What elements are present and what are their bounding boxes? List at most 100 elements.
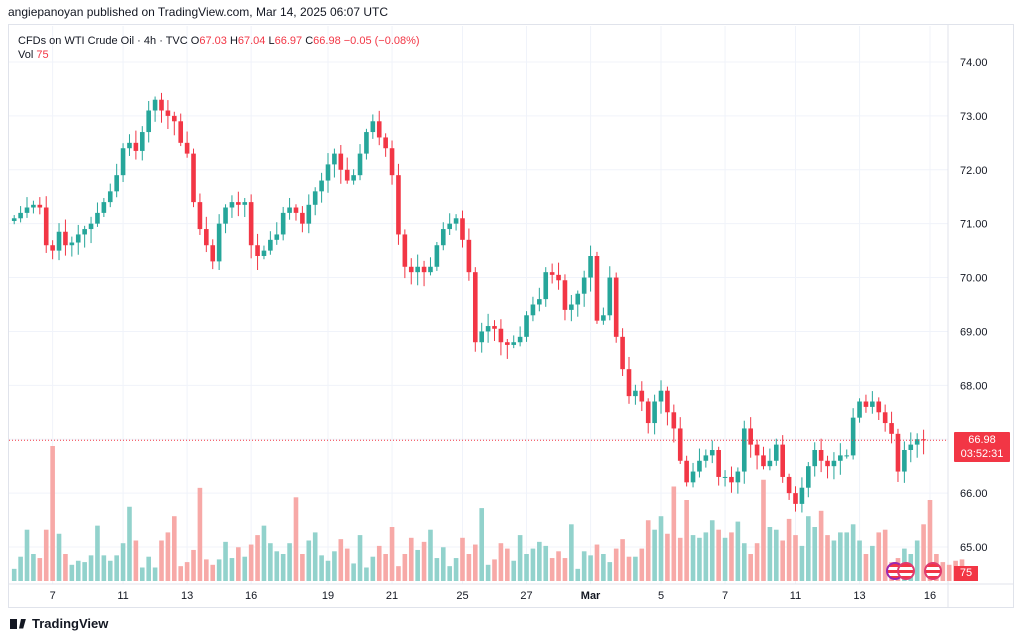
candle-body xyxy=(850,417,856,456)
candle-body xyxy=(671,412,677,429)
candle-body xyxy=(133,142,139,151)
candle-body xyxy=(428,266,433,273)
volume-bar xyxy=(383,554,388,581)
volume-bar xyxy=(159,540,164,581)
x-tick-label: 11 xyxy=(117,590,128,602)
candle-body xyxy=(139,132,145,151)
close-label: C xyxy=(305,35,314,47)
volume-bar xyxy=(773,529,779,581)
candle-body xyxy=(588,256,593,278)
volume-bar xyxy=(287,543,292,581)
volume-bar xyxy=(95,525,100,581)
volume-bar xyxy=(460,537,465,581)
volume-bar xyxy=(511,560,517,581)
symbol-line: CFDs on WTI Crude Oil · 4h · TVC xyxy=(18,35,188,47)
volume-bar xyxy=(223,541,228,581)
candle-body xyxy=(268,239,273,251)
volume-bar xyxy=(684,500,689,581)
volume-bar xyxy=(754,543,760,581)
publisher-line: angiepanoyan published on TradingView.co… xyxy=(8,5,389,19)
volume-bar xyxy=(633,556,638,581)
volume-bar xyxy=(18,556,23,581)
candle-body xyxy=(754,444,760,456)
x-tick-label: 25 xyxy=(456,590,468,602)
us-event-flag-icon[interactable] xyxy=(897,562,915,580)
volume-bar xyxy=(492,559,497,581)
candle-body xyxy=(569,304,574,310)
candle-body xyxy=(332,153,337,165)
candle-body xyxy=(120,148,126,176)
volume-bar xyxy=(914,540,920,581)
candle-body xyxy=(793,493,798,504)
volume-bar xyxy=(479,508,485,581)
y-tick-label: 69.00 xyxy=(960,326,988,338)
candle-body xyxy=(594,256,600,321)
candle-body xyxy=(383,137,388,149)
volume-bar xyxy=(741,543,747,581)
brand-name: TradingView xyxy=(32,616,109,631)
candle-body xyxy=(735,471,741,483)
candle-body xyxy=(287,207,292,213)
volume-bar xyxy=(88,555,94,581)
volume-bar xyxy=(709,520,715,581)
candle-body xyxy=(658,390,664,402)
candle-body xyxy=(408,266,414,273)
candle-body xyxy=(43,207,49,246)
chart-legend: CFDs on WTI Crude Oil · 4h · TVC O67.03 … xyxy=(18,34,420,62)
candle-body xyxy=(184,142,190,154)
vol-label: Vol xyxy=(18,49,34,61)
volume-bar xyxy=(319,555,324,581)
volume-bar xyxy=(255,535,260,581)
volume-bar xyxy=(152,567,158,581)
volume-bar xyxy=(133,540,139,581)
us-event-flag-icon[interactable] xyxy=(924,562,942,580)
candle-body xyxy=(741,428,747,472)
volume-bar xyxy=(171,516,177,581)
candle-body xyxy=(293,207,299,213)
high-value: 67.04 xyxy=(237,35,266,47)
candle-body xyxy=(825,460,830,467)
candle-body xyxy=(697,460,702,472)
candle-body xyxy=(95,212,100,224)
volume-bar xyxy=(658,516,664,581)
volume-bar xyxy=(844,532,850,581)
volume-bar xyxy=(472,544,478,581)
candle-body xyxy=(524,315,529,337)
candle-body xyxy=(82,229,87,235)
x-tick-label: 21 xyxy=(386,590,398,602)
candle-body xyxy=(684,460,689,483)
footer-brand[interactable]: TradingView xyxy=(10,616,108,631)
candle-body xyxy=(261,250,267,256)
volume-bar xyxy=(274,551,280,581)
candle-body xyxy=(581,277,587,294)
volume-bar xyxy=(357,535,363,581)
candle-body xyxy=(312,191,318,205)
x-tick-label: 5 xyxy=(658,590,664,602)
last-price-tag: 66.98 03:52:31 xyxy=(954,432,1010,462)
volume-bar xyxy=(876,532,882,581)
volume-bar xyxy=(806,516,811,581)
candle-body xyxy=(645,401,651,424)
candle-body xyxy=(236,202,241,205)
open-label: O xyxy=(190,35,200,47)
candle-body xyxy=(511,342,517,345)
candle-body xyxy=(562,280,568,310)
bar-countdown: 03:52:31 xyxy=(960,448,1004,460)
volume-bar xyxy=(524,554,529,581)
candle-body xyxy=(767,460,773,467)
x-tick-label: 16 xyxy=(245,590,257,602)
candle-body xyxy=(472,272,478,343)
candle-body xyxy=(421,266,427,273)
candle-body xyxy=(492,326,497,329)
volume-bar xyxy=(210,564,216,581)
volume-bar xyxy=(665,533,670,581)
volume-bar xyxy=(24,529,30,581)
volume-bar xyxy=(453,558,459,581)
candle-body xyxy=(780,444,786,477)
candle-body xyxy=(690,471,696,483)
candle-body xyxy=(748,428,753,445)
candle-body xyxy=(601,315,606,321)
volume-bar xyxy=(344,548,350,581)
candle-body xyxy=(633,390,638,397)
